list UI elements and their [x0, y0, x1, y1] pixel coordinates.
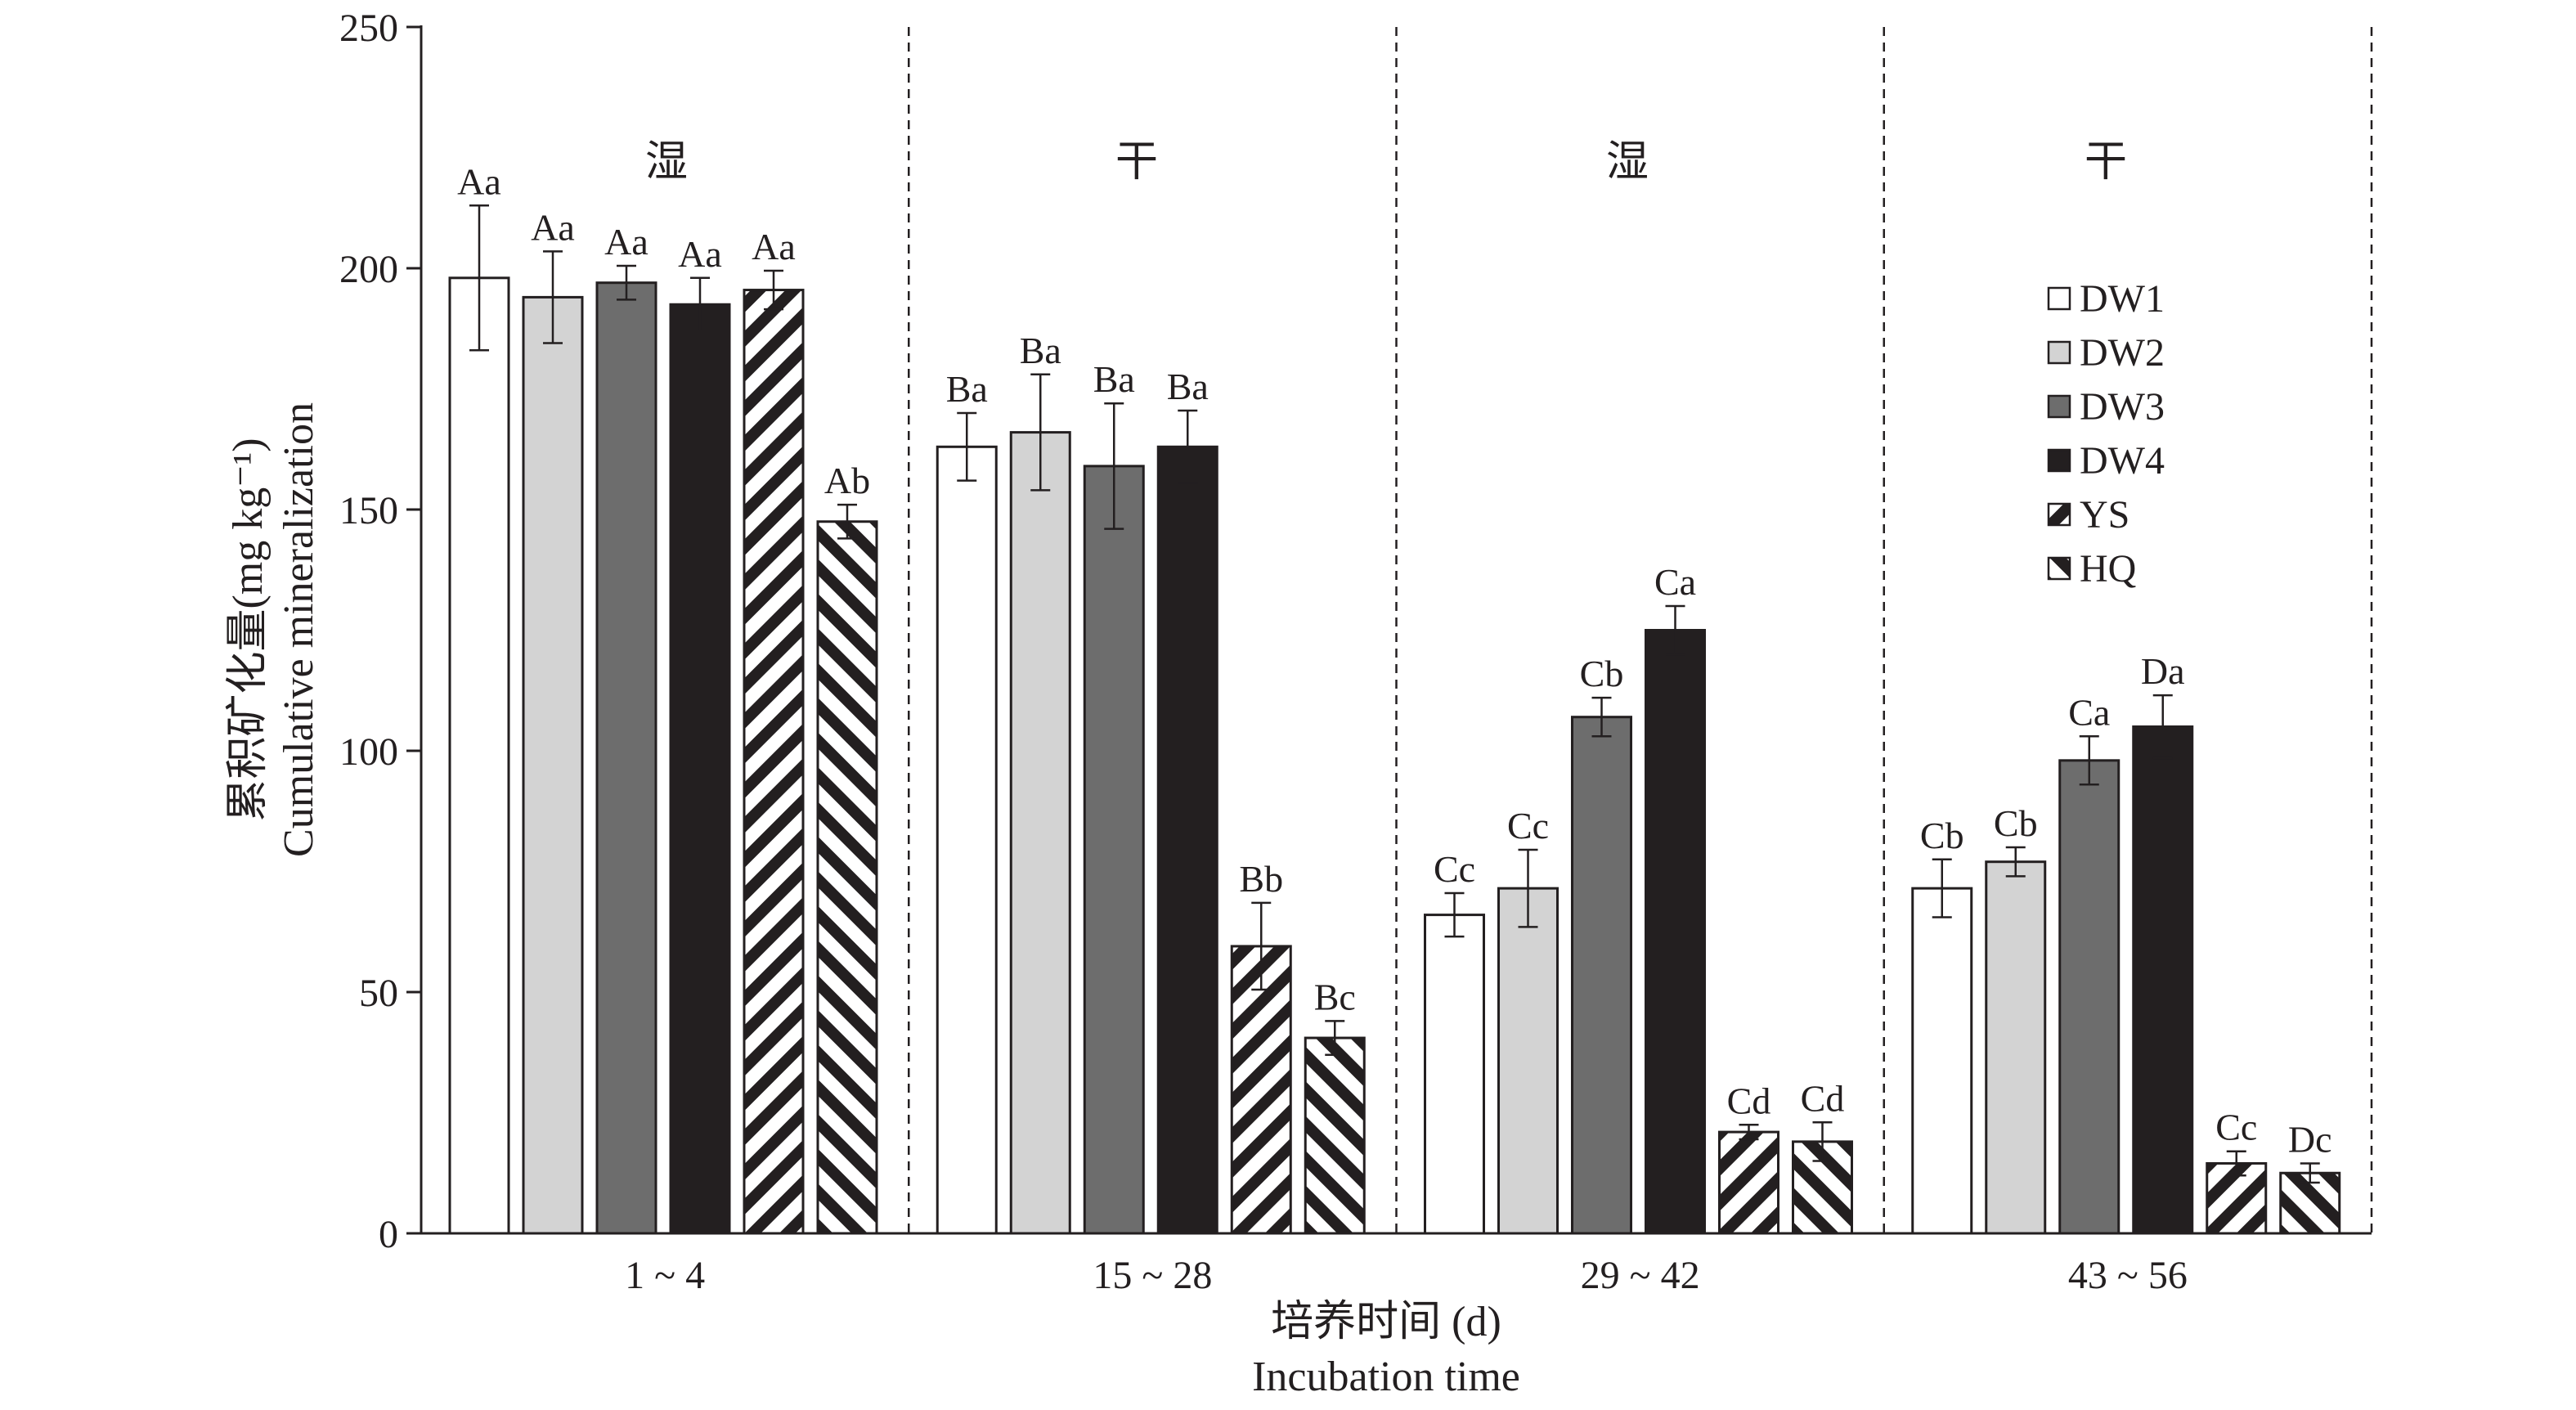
bars: Aa Ba Cc Cb Aa Ba Cc Cb Aa Ba Cb Ca Aa Ba Ca Da Aa Bb Cd Cc… — [448, 160, 2341, 1235]
significance-label: Aa — [604, 221, 648, 263]
significance-label: Cc — [2215, 1107, 2257, 1148]
significance-label: Ba — [1020, 330, 1061, 371]
bar — [1497, 887, 1559, 1235]
bar — [1792, 1140, 1853, 1235]
legend-label: DW1 — [2080, 277, 2165, 321]
y-tick-label: 100 — [339, 730, 398, 774]
legend-label: DW3 — [2080, 385, 2165, 429]
legend-label: DW2 — [2080, 331, 2165, 375]
significance-label: Ca — [1654, 561, 1696, 603]
bar — [936, 445, 998, 1235]
y-tick-label: 50 — [359, 972, 398, 1015]
significance-label: Cd — [1727, 1080, 1771, 1121]
bar — [522, 295, 584, 1235]
y-axis-title-cn: 累积矿化量(mg kg⁻¹) — [225, 438, 272, 821]
legend-swatch — [2047, 394, 2071, 419]
x-tick-label: 15 ~ 28 — [1093, 1254, 1212, 1297]
significance-label: Ba — [1093, 358, 1135, 400]
bar — [669, 303, 731, 1235]
significance-label: Ab — [824, 460, 870, 501]
bar — [448, 276, 510, 1235]
significance-label: Aa — [531, 206, 575, 248]
bar — [2132, 725, 2194, 1235]
y-tick-label: 200 — [339, 248, 398, 291]
significance-label: Bb — [1239, 858, 1283, 900]
legend-swatch — [2047, 340, 2071, 365]
significance-label: Da — [2141, 650, 2185, 692]
legend-swatch — [2047, 448, 2071, 473]
bar — [595, 281, 657, 1235]
y-axis-title-en: Cumulative mineralization — [276, 402, 322, 857]
significance-label: Aa — [457, 160, 501, 202]
bar — [1083, 465, 1145, 1235]
x-tick-label: 1 ~ 4 — [625, 1254, 705, 1297]
significance-label: Ca — [2068, 691, 2110, 733]
x-tick-label: 43 ~ 56 — [2068, 1254, 2188, 1297]
period-label: 湿 — [1606, 139, 1649, 186]
bar — [2058, 759, 2120, 1235]
significance-label: Bc — [1314, 976, 1356, 1017]
significance-label: Cb — [1920, 815, 1964, 856]
significance-label: Aa — [752, 226, 796, 267]
bar — [1911, 887, 1973, 1235]
bar — [1645, 629, 1706, 1235]
legend-label: HQ — [2080, 547, 2136, 590]
significance-label: Ba — [946, 368, 988, 410]
bar — [1230, 945, 1292, 1235]
legend-swatch — [2047, 286, 2071, 311]
significance-label: Dc — [2288, 1118, 2332, 1160]
x-axis-title-en: Incubation time — [1252, 1354, 1520, 1400]
bar — [816, 520, 878, 1235]
bar — [1985, 860, 2047, 1235]
significance-label: Cc — [1507, 805, 1549, 846]
legend: DW1 DW2 DW3 DW4 YS HQ — [2047, 277, 2165, 590]
legend-swatch — [2047, 556, 2071, 581]
significance-label: Cb — [1994, 802, 2038, 844]
y-tick-label: 0 — [379, 1213, 398, 1256]
bar — [1156, 445, 1218, 1235]
period-label: 湿 — [645, 139, 688, 186]
significance-label: Cb — [1580, 653, 1624, 694]
legend-swatch — [2047, 502, 2071, 527]
period-label: 干 — [2085, 139, 2127, 186]
legend-label: YS — [2080, 493, 2129, 537]
bar — [743, 289, 805, 1235]
x-axis-title-cn: 培养时间 (d) — [1271, 1299, 1501, 1345]
bar — [1718, 1130, 1779, 1235]
significance-label: Ba — [1167, 366, 1209, 407]
legend-label: DW4 — [2080, 439, 2165, 483]
y-tick-label: 250 — [339, 7, 398, 50]
axes: 0 50 100 150 200 250 1 ~ 4 15 ~ 28 29 ~ 42 43 ~ 5… — [339, 7, 2372, 1297]
significance-label: Cd — [1801, 1077, 1845, 1119]
significance-label: Cc — [1434, 848, 1475, 890]
y-tick-label: 150 — [339, 489, 398, 532]
bar — [1304, 1036, 1366, 1235]
bar — [1009, 431, 1071, 1235]
period-label: 干 — [1115, 139, 1158, 186]
bar — [1424, 914, 1485, 1235]
bar — [1571, 716, 1632, 1235]
x-tick-label: 29 ~ 42 — [1581, 1254, 1700, 1297]
significance-label: Aa — [678, 233, 722, 275]
